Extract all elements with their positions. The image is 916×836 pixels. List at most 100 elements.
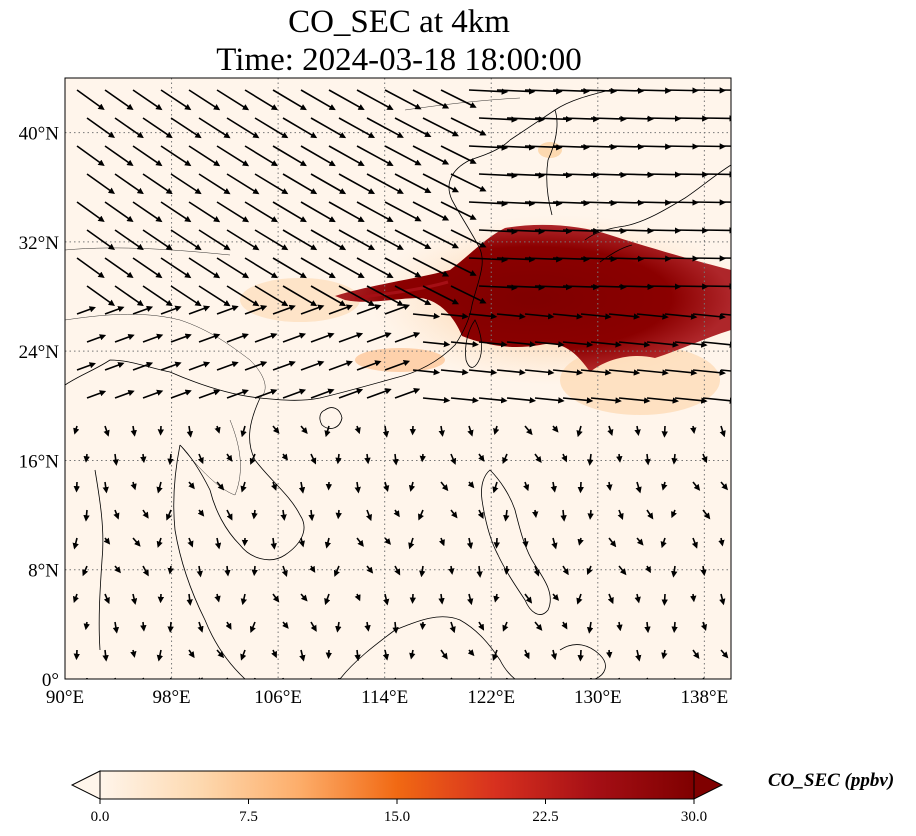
wind-arrow xyxy=(646,341,679,348)
wind-arrow xyxy=(590,115,627,123)
wind-arrow xyxy=(132,537,141,547)
wind-arrow xyxy=(103,537,111,545)
wind-arrow xyxy=(496,369,526,376)
wind-arrow xyxy=(524,88,563,95)
wind-arrow xyxy=(254,173,289,195)
wind-arrow xyxy=(646,227,682,234)
wind-arrow xyxy=(281,565,288,578)
wind-arrow xyxy=(477,509,484,519)
wind-arrow xyxy=(422,396,451,404)
wind-arrow xyxy=(412,201,450,221)
wind-arrow xyxy=(356,257,394,278)
wind-arrow xyxy=(394,387,421,399)
wind-arrow xyxy=(608,143,645,151)
wind-arrow xyxy=(468,88,509,95)
wind-arrow xyxy=(300,360,325,371)
wind-arrow xyxy=(607,593,614,605)
title-line-1: CO_SEC at 4km xyxy=(288,4,510,40)
wind-arrow xyxy=(450,173,487,192)
wind-arrow xyxy=(187,537,194,548)
lon-tick-labels: 90°E 98°E 106°E 114°E 122°E 130°E 138°E xyxy=(46,687,728,708)
wind-arrow xyxy=(216,89,250,111)
wind-arrow xyxy=(467,593,474,606)
wind-arrow xyxy=(83,453,90,463)
wind-arrow xyxy=(394,285,432,306)
wind-arrow xyxy=(310,453,317,465)
title-line-2: Time: 2024-03-18 18:00:00 xyxy=(216,42,582,78)
wind-arrow xyxy=(478,172,518,179)
coastline-taiwan xyxy=(465,319,483,368)
wind-arrow xyxy=(382,425,390,438)
wind-arrow xyxy=(300,201,336,223)
wind-arrow xyxy=(692,481,701,491)
wind-arrow xyxy=(384,537,391,545)
wind-arrow xyxy=(300,304,325,315)
wind-arrow xyxy=(254,229,289,251)
wind-arrow xyxy=(86,229,116,250)
wind-arrow xyxy=(718,537,725,547)
wind-arrow xyxy=(608,313,641,320)
wind-arrow xyxy=(580,199,618,207)
wind-arrow xyxy=(214,537,222,550)
wind-arrow xyxy=(562,397,594,404)
wind-arrow xyxy=(606,649,613,659)
wind-arrow xyxy=(551,537,558,550)
wind-arrow xyxy=(419,453,426,463)
wind-arrow xyxy=(310,332,335,343)
wind-arrow xyxy=(226,117,260,139)
wind-arrow xyxy=(644,453,651,466)
wind-arrow xyxy=(73,425,80,435)
wind-arrow xyxy=(534,341,565,348)
wind-arrow xyxy=(493,593,500,603)
wind-arrow xyxy=(335,509,342,520)
wind-arrow xyxy=(114,173,144,195)
wind-arrow xyxy=(720,481,729,491)
wind-arrow xyxy=(225,621,232,630)
wind-arrow xyxy=(664,255,699,262)
wind-arrow xyxy=(618,341,651,348)
wind-arrow xyxy=(226,453,233,462)
wind-arrow xyxy=(394,331,421,343)
wind-arrow xyxy=(76,89,105,110)
wind-arrow xyxy=(160,305,182,315)
wind-arrow xyxy=(700,565,707,577)
wind-arrow xyxy=(720,369,731,372)
wind-arrow xyxy=(646,509,654,520)
wind-arrow xyxy=(476,565,483,578)
wind-arrow xyxy=(720,649,729,659)
wind-arrow xyxy=(412,257,450,277)
wind-arrow xyxy=(197,621,204,633)
wind-arrow xyxy=(524,256,563,263)
wind-arrow xyxy=(692,649,700,660)
wind-arrow xyxy=(590,397,622,404)
wind-arrow xyxy=(618,227,655,234)
wind-arrow xyxy=(282,229,318,251)
wind-arrow xyxy=(419,565,426,578)
wind-arrow xyxy=(338,173,376,195)
wind-arrow xyxy=(86,117,116,138)
wind-arrow xyxy=(550,481,557,493)
wind-arrow xyxy=(114,565,121,574)
wind-arrow xyxy=(616,453,623,463)
wind-arrow xyxy=(156,649,164,662)
wind-arrow xyxy=(503,509,510,522)
coastline-china xyxy=(65,139,511,401)
wind-arrow xyxy=(674,227,709,234)
colorbar-ticks: 0.0 7.5 15.0 22.5 30.0 xyxy=(91,799,707,825)
wind-arrow xyxy=(661,649,668,660)
wind-arrow xyxy=(522,537,529,548)
wind-arrow xyxy=(562,227,600,235)
wind-arrow xyxy=(534,284,573,291)
wind-arrow xyxy=(646,283,682,290)
wind-arrow xyxy=(142,333,164,343)
wind-arrow xyxy=(506,341,537,348)
wind-arrow xyxy=(113,509,120,520)
wind-arrow xyxy=(532,509,539,518)
wind-arrow xyxy=(156,537,163,548)
wind-arrow xyxy=(384,201,422,222)
wind-arrow xyxy=(366,509,372,522)
wind-arrow xyxy=(467,649,475,657)
wind-arrow xyxy=(534,453,542,464)
wind-arrow xyxy=(102,481,109,494)
